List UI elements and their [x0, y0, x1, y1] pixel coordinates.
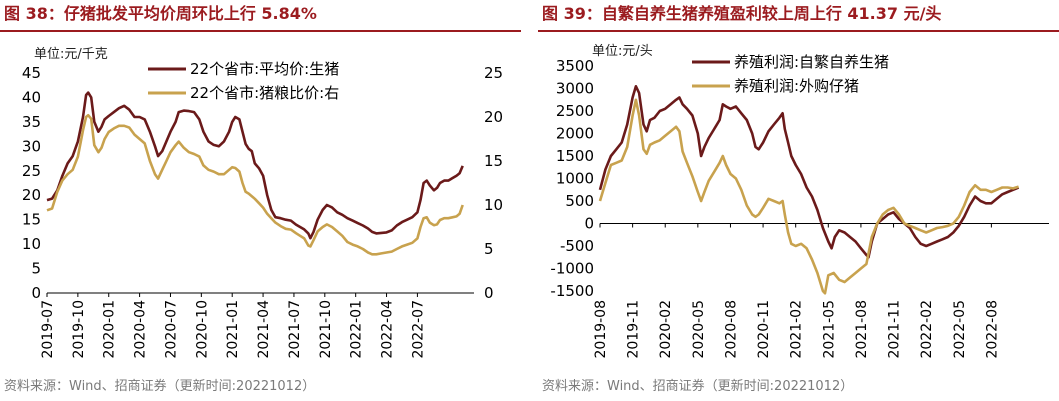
x-tick-label: 2019-10: [71, 300, 87, 359]
x-tick-label: 2019-11: [626, 300, 642, 359]
x-tick-label: 2021-04: [256, 300, 272, 359]
x-tick-label: 2020-07: [163, 300, 179, 359]
y-tick-label-left: -1000: [550, 260, 594, 278]
y-tick-label-right: 5: [484, 240, 494, 258]
y-tick-label-left: 15: [22, 211, 41, 229]
unit-label: 单位:元/头: [592, 44, 653, 59]
y-tick-label-left: -500: [560, 237, 594, 255]
title-rule: [0, 30, 521, 32]
x-tick-label: 2022-08: [984, 300, 1000, 359]
x-tick-label: 2020-01: [102, 300, 118, 359]
series-line-1: [46, 91, 464, 240]
x-tick-label: 2020-02: [658, 300, 674, 359]
x-tick-label: 2019-08: [593, 300, 609, 359]
y-tick-label-right: 25: [484, 64, 503, 82]
y-tick-label-left: 20: [22, 186, 41, 204]
legend-label: 养殖利润:外购仔猪: [734, 77, 859, 95]
x-tick-label: 2022-02: [919, 300, 935, 359]
figure-39: 图 39：自繁自养生猪养殖盈利较上周上行 41.37 元/头 单位:元/头 -15…: [538, 0, 1059, 401]
legend-label: 22个省市:猪粮比价:右: [190, 84, 339, 102]
source-note: 资料来源：Wind、招商证券（更新时间:20221012）: [4, 379, 316, 394]
series-line-2: [46, 113, 464, 256]
y-tick-label-left: 3500: [556, 57, 594, 75]
y-tick-label-right: 20: [484, 108, 503, 126]
x-tick-label: 2021-02: [789, 300, 805, 359]
y-tick-label-left: 40: [22, 88, 41, 106]
figure-38: 图 38：仔猪批发平均价周环比上行 5.84% 单位:元/千克 0 5 10 15 20 2…: [0, 0, 521, 401]
x-tick-label: 2021-08: [854, 300, 870, 359]
y-tick-label-right: 0: [484, 284, 494, 302]
x-tick-label: 2020-11: [756, 300, 772, 359]
chart-38: 单位:元/千克 0 5 10 15 20 25 30 35 40 45 0 5 10 15 20 25 2019-…: [22, 47, 503, 359]
x-tick-label: 2020-08: [723, 300, 739, 359]
legend-label: 养殖利润:自繁自养生猪: [734, 53, 889, 71]
y-tick-label-left: 3000: [556, 80, 594, 98]
x-tick-label: 2022-04: [380, 300, 396, 359]
x-tick-label: 2021-07: [287, 300, 303, 359]
series-line-1: [598, 85, 1020, 259]
figure-title: 图 38：仔猪批发平均价周环比上行 5.84%: [4, 4, 317, 23]
x-tick-label: 2020-04: [133, 300, 149, 359]
x-tick-label: 2021-10: [318, 300, 334, 359]
y-tick-label-left: -1500: [550, 282, 594, 300]
y-tick-label-left: 5: [31, 260, 41, 278]
x-tick-label: 2020-10: [194, 300, 210, 359]
y-tick-label-left: 30: [22, 137, 41, 155]
unit-label: 单位:元/千克: [34, 47, 108, 62]
y-tick-label-right: 10: [484, 196, 503, 214]
x-tick-label: 2020-05: [691, 300, 707, 359]
x-tick-label: 2021-01: [225, 300, 241, 359]
x-tick-label: 2019-07: [40, 300, 56, 359]
title-rule: [538, 30, 1059, 32]
x-tick-label: 2022-01: [349, 300, 365, 359]
y-tick-label-left: 0: [31, 284, 41, 302]
y-tick-label-left: 10: [22, 235, 41, 253]
y-tick-label-left: 2500: [556, 102, 594, 120]
y-tick-label-left: 45: [22, 64, 41, 82]
x-tick-label: 2021-05: [821, 300, 837, 359]
figure-title: 图 39：自繁自养生猪养殖盈利较上周上行 41.37 元/头: [542, 4, 942, 23]
x-tick-label: 2021-11: [887, 300, 903, 359]
series-line-2: [598, 98, 1020, 295]
y-tick-label-left: 25: [22, 162, 41, 180]
chart-39: 单位:元/头 -1500 -1000 -500 0 500 1000 1500 2000 2500…: [550, 44, 1049, 359]
y-tick-label-left: 500: [565, 192, 594, 210]
source-note: 资料来源：Wind、招商证券（更新时间:20221012）: [542, 379, 854, 394]
y-tick-label-left: 1500: [556, 147, 594, 165]
legend-label: 22个省市:平均价:生猪: [190, 60, 339, 78]
x-tick-label: 2022-07: [410, 300, 426, 359]
y-tick-label-left: 2000: [556, 125, 594, 143]
y-tick-label-left: 0: [584, 215, 594, 233]
y-tick-label-left: 1000: [556, 170, 594, 188]
x-tick-label: 2022-05: [952, 300, 968, 359]
y-tick-label-left: 35: [22, 113, 41, 131]
y-tick-label-right: 15: [484, 152, 503, 170]
